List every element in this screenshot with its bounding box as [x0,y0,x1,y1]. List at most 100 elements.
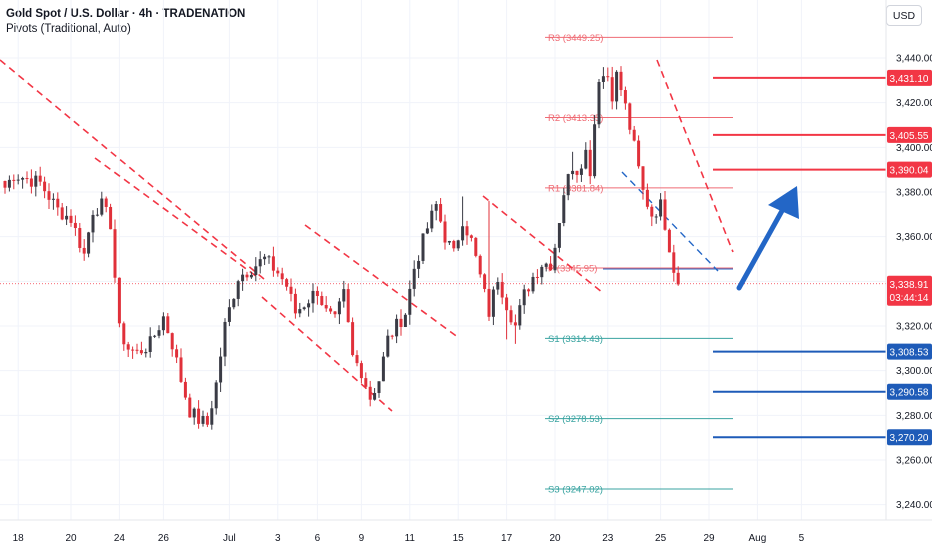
time-tick-label: 11 [405,533,416,544]
last-price-tag [887,275,932,306]
candle [606,67,610,82]
indicator-label[interactable]: Pivots (Traditional, Auto) [6,23,131,35]
candle [139,341,143,356]
candle [43,176,47,199]
candle [395,314,399,344]
candle [461,196,465,246]
resistance-price-tag [887,69,932,86]
candle [175,344,179,364]
candle-body [320,296,324,306]
candle [302,306,306,311]
candle [157,325,161,339]
candle-body [456,240,460,249]
support-price-tag [887,343,932,360]
pivot-label-p: P (3345.95) [548,264,597,275]
candle-body [170,333,174,350]
candle-body [478,255,482,275]
candle [329,305,333,314]
candle-body [412,268,416,289]
candle-body [210,408,214,425]
candle [588,140,592,185]
candle-body [201,416,205,424]
candle-body [535,276,539,278]
candle [474,237,478,258]
candle [412,260,416,297]
candle [452,239,456,252]
candle [399,309,403,336]
candle [201,410,205,427]
candle-body [280,273,284,280]
candle-body [659,199,663,217]
candle-body [377,381,381,393]
candle [12,174,16,190]
candle-body [263,256,267,260]
candle-body [500,282,504,298]
candle [245,271,249,281]
candle-body [285,279,289,287]
candle [280,267,284,285]
candle-body [51,198,55,200]
candle-body [417,260,421,269]
candle-body [232,298,236,308]
candle [593,114,597,179]
candle [601,67,605,89]
candle-body [298,309,302,314]
price-axis[interactable]: 3,440.00 3,420.00 3,400.00 3,380.00 3,360.00… [896,54,932,512]
candle [355,350,359,367]
candle [628,102,632,135]
candle [7,175,11,192]
price-tick-label: 3,400.00 [896,143,932,154]
symbol-title[interactable]: Gold Spot / U.S. Dollar · 4h · TRADENATI… [6,8,246,20]
time-tick-label: 18 [13,533,25,544]
candle-body [487,288,491,317]
candle [289,278,293,302]
candle-body [483,274,487,289]
time-tick-label: Aug [749,533,767,544]
time-axis[interactable]: 18 20 24 26 Jul 3 6 9 11 15 17 20 23 25 29 Aug 5 [13,533,805,544]
candle-body [100,198,104,215]
candle [447,240,451,245]
candle [641,166,645,200]
candle-body [113,229,117,278]
candle [249,271,253,279]
candle-body [619,71,623,91]
candle-body [469,235,473,238]
candle [263,253,267,266]
time-tick-label: 29 [703,533,715,544]
candle [51,193,55,210]
candle-body [56,198,60,208]
support-price-tag-label: 3,290.58 [890,388,929,399]
candle-body [25,177,29,179]
candle [47,183,51,210]
price-tick-label: 3,240.00 [896,500,932,511]
chart-header: Gold Spot / U.S. Dollar · 4h · TRADENATI… [6,8,245,35]
candle [496,277,500,295]
candle [421,233,425,265]
candle-body [21,177,25,180]
candle-body [386,335,390,357]
candle-body [293,293,297,314]
candle-body [421,233,425,261]
candle [29,169,33,194]
candle-body [549,263,553,271]
candle-body [593,124,597,177]
candle-body [47,191,51,200]
candle-body [192,408,196,418]
candle-body [544,263,548,267]
candle [527,288,531,297]
candle [491,286,495,326]
candle [500,273,504,305]
resistance-price-tag-label: 3,390.04 [890,166,929,177]
candle [518,299,522,330]
candle-body [109,206,113,230]
candle [540,264,544,285]
time-tick-label: 26 [158,533,170,544]
candle-body [496,282,500,290]
candle [342,280,346,308]
time-tick-label: 15 [453,533,465,544]
candle [161,312,165,336]
bar-countdown-label: 03:44:14 [890,293,929,304]
candles [3,66,680,430]
candle-body [566,174,570,196]
